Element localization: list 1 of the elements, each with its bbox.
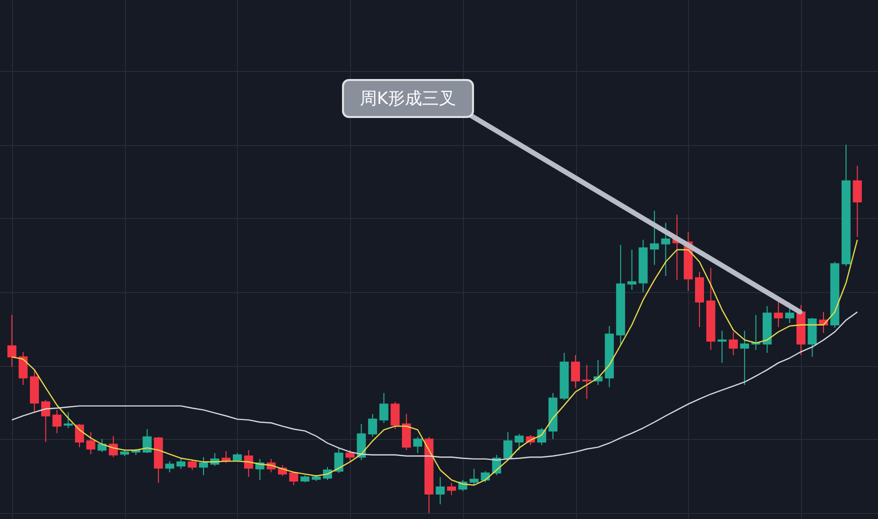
text: 周K形成三叉 [360, 89, 456, 109]
